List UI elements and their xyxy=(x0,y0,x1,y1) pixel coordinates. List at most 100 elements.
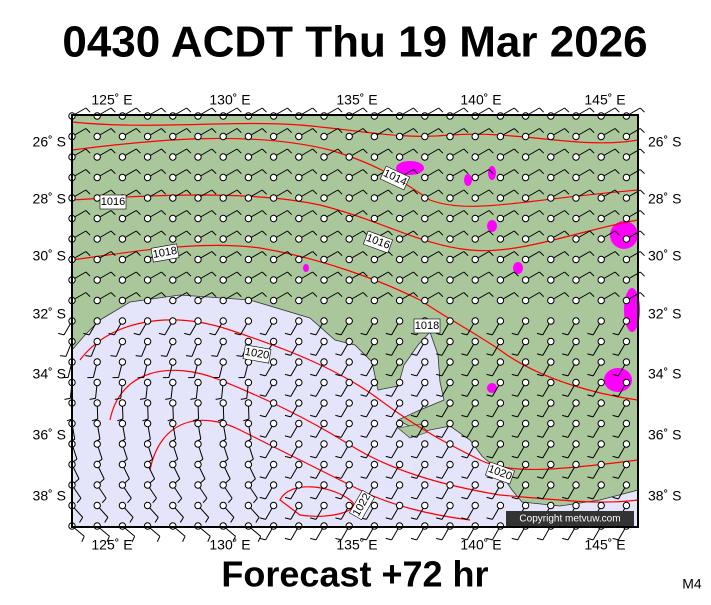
barb-station xyxy=(144,461,150,467)
barb-station xyxy=(371,277,377,283)
barb-station xyxy=(94,318,100,324)
barb-station xyxy=(170,174,176,180)
copyright: Copyright metvuw.com xyxy=(519,514,620,525)
barb-station xyxy=(371,195,377,201)
barb-station xyxy=(472,461,478,467)
barb-station xyxy=(119,133,125,139)
barb-station xyxy=(548,400,554,406)
barb-station xyxy=(220,256,226,262)
barb-station xyxy=(396,215,402,221)
barb-station xyxy=(422,256,428,262)
barb-station xyxy=(422,154,428,160)
barb-station xyxy=(497,318,503,324)
barb-station xyxy=(422,236,428,242)
barb-flag xyxy=(161,356,167,357)
barb-station xyxy=(270,318,276,324)
barb-station xyxy=(472,256,478,262)
barb-station xyxy=(94,338,100,344)
barb-station xyxy=(371,502,377,508)
barb-station xyxy=(548,461,554,467)
barb-station xyxy=(220,236,226,242)
barb-station xyxy=(472,502,478,508)
barb-station xyxy=(144,379,150,385)
barb-station xyxy=(522,420,528,426)
barb-station xyxy=(119,441,125,447)
lon-label-top: 125˚ E xyxy=(91,92,132,108)
barb-station xyxy=(119,379,125,385)
barb-station xyxy=(396,256,402,262)
barb-station xyxy=(447,441,453,447)
barb-station xyxy=(422,441,428,447)
barb-station xyxy=(321,441,327,447)
barb-station xyxy=(522,256,528,262)
barb-station xyxy=(296,420,302,426)
barb-station xyxy=(220,461,226,467)
barb-station xyxy=(371,338,377,344)
barb-station xyxy=(346,256,352,262)
barb-station xyxy=(573,318,579,324)
barb-station xyxy=(447,215,453,221)
barb-station xyxy=(548,379,554,385)
barb-station xyxy=(422,338,428,344)
barb-station xyxy=(522,133,528,139)
barb-station xyxy=(270,195,276,201)
barb-station xyxy=(119,174,125,180)
map-code: M4 xyxy=(682,576,702,592)
barb-station xyxy=(321,338,327,344)
barb-station xyxy=(573,174,579,180)
barb-station xyxy=(497,277,503,283)
barb-station xyxy=(472,338,478,344)
barb-station xyxy=(270,338,276,344)
barb-station xyxy=(573,277,579,283)
barb-station xyxy=(170,154,176,160)
isobar-label: 1018 xyxy=(415,320,439,332)
barb-station xyxy=(245,318,251,324)
barb-station xyxy=(94,297,100,303)
barb-station xyxy=(548,236,554,242)
barb-station xyxy=(94,441,100,447)
barb-station xyxy=(321,318,327,324)
barb-station xyxy=(245,215,251,221)
barb-station xyxy=(396,461,402,467)
barb-station xyxy=(447,133,453,139)
barb-station xyxy=(220,154,226,160)
barb-station xyxy=(170,195,176,201)
barb-station xyxy=(573,400,579,406)
barb-station xyxy=(296,277,302,283)
barb-station xyxy=(170,502,176,508)
barb-station xyxy=(497,482,503,488)
barb-station xyxy=(447,482,453,488)
barb-station xyxy=(598,441,604,447)
barb-station xyxy=(573,195,579,201)
lat-label-right: 26˚ S xyxy=(648,134,681,150)
barb-station xyxy=(245,154,251,160)
barb-station xyxy=(598,236,604,242)
barb-station xyxy=(94,256,100,262)
barb-station xyxy=(346,215,352,221)
barb-station xyxy=(270,174,276,180)
barb-station xyxy=(94,277,100,283)
barb-station xyxy=(321,133,327,139)
barb-station xyxy=(422,277,428,283)
lat-label-left: 30˚ S xyxy=(33,248,66,264)
barb-station xyxy=(220,318,226,324)
barb-station xyxy=(396,359,402,365)
barb-station xyxy=(296,400,302,406)
barb-station xyxy=(623,338,629,344)
barb-station xyxy=(371,154,377,160)
barb-station xyxy=(573,154,579,160)
barb-station xyxy=(396,379,402,385)
barb-station xyxy=(472,133,478,139)
barb-station xyxy=(623,277,629,283)
barb-station xyxy=(94,236,100,242)
barb-station xyxy=(346,379,352,385)
barb-station xyxy=(548,215,554,221)
barb-station xyxy=(548,195,554,201)
barb-station xyxy=(573,502,579,508)
barb-station xyxy=(623,379,629,385)
barb-station xyxy=(220,277,226,283)
barb-station xyxy=(270,379,276,385)
barb-station xyxy=(522,379,528,385)
barb-station xyxy=(346,502,352,508)
barb-station xyxy=(119,461,125,467)
